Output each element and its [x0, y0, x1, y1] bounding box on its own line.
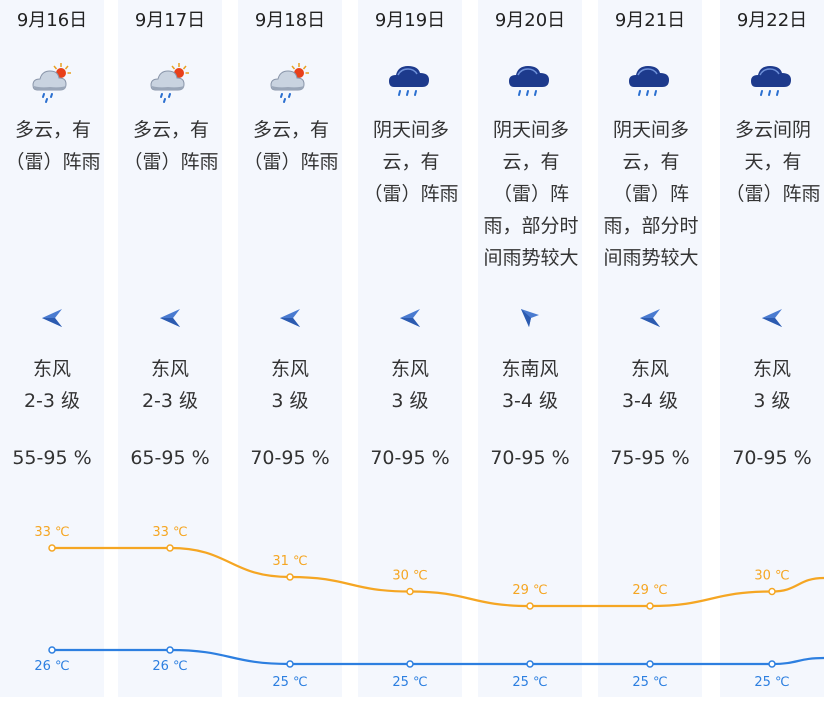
weather-description: 多云，有（雷）阵雨 — [123, 119, 219, 173]
wind-level: 2-3 级 — [23, 390, 81, 412]
day-column: 9月18日 多云，有（雷）阵雨 东风 3 级 70-95 % — [238, 0, 342, 697]
wind-direction: 东风 — [32, 358, 71, 380]
dark-cloud-rain-icon — [750, 60, 796, 106]
wind-direction: 东南风 — [501, 358, 559, 380]
arrow-left-icon — [278, 306, 302, 330]
humidity: 55-95 % — [12, 447, 92, 469]
day-column: 9月22日 多云间阴天，有（雷）阵雨 东风 3 级 70-95 % — [720, 0, 824, 697]
arrow-left-icon — [398, 306, 422, 330]
wind-direction: 东风 — [150, 358, 189, 380]
wind-level: 3 级 — [271, 390, 309, 412]
day-date: 9月19日 — [374, 10, 446, 31]
day-column: 9月16日 多云，有（雷）阵雨 东风 2-3 级 55-95 % — [0, 0, 104, 697]
weather-description: 多云，有（雷）阵雨 — [5, 119, 101, 173]
weather-description: 阴天间多云，有（雷）阵雨，部分时间雨势较大 — [603, 119, 699, 269]
dark-cloud-rain-icon — [388, 60, 434, 106]
wind-level: 3-4 级 — [501, 390, 559, 412]
arrow-left-icon — [638, 306, 662, 330]
day-date: 9月16日 — [16, 10, 88, 31]
day-column: 9月17日 多云，有（雷）阵雨 东风 2-3 级 65-95 % — [118, 0, 222, 697]
arrow-left-icon — [760, 306, 784, 330]
day-date: 9月18日 — [254, 10, 326, 31]
humidity: 70-95 % — [490, 447, 570, 469]
humidity: 75-95 % — [610, 447, 690, 469]
humidity: 65-95 % — [130, 447, 210, 469]
arrow-left-icon — [40, 306, 64, 330]
dark-cloud-rain-icon — [508, 60, 554, 106]
weather-description: 阴天间多云，有（雷）阵雨，部分时间雨势较大 — [483, 119, 579, 269]
wind-direction: 东风 — [390, 358, 429, 380]
wind-direction: 东风 — [752, 358, 791, 380]
weather-description: 多云间阴天，有（雷）阵雨 — [725, 119, 821, 205]
day-date: 9月21日 — [614, 10, 686, 31]
humidity: 70-95 % — [732, 447, 812, 469]
day-column: 9月19日 阴天间多云，有（雷）阵雨 东风 3 级 70-95 % — [358, 0, 462, 697]
wind-direction: 东风 — [270, 358, 309, 380]
day-column: 9月20日 阴天间多云，有（雷）阵雨，部分时间雨势较大 东南风 3-4 级 70… — [478, 0, 582, 697]
arrow-up-left-icon — [518, 306, 542, 330]
wind-level: 2-3 级 — [141, 390, 199, 412]
day-column: 9月21日 阴天间多云，有（雷）阵雨，部分时间雨势较大 东风 3-4 级 75-… — [598, 0, 702, 697]
wind-level: 3 级 — [391, 390, 429, 412]
day-date: 9月20日 — [494, 10, 566, 31]
weather-description: 阴天间多云，有（雷）阵雨 — [363, 119, 459, 205]
day-date: 9月22日 — [736, 10, 808, 31]
dark-cloud-rain-icon — [628, 60, 674, 106]
partly-cloudy-thunder-rain-icon — [30, 60, 76, 106]
wind-level: 3-4 级 — [621, 390, 679, 412]
partly-cloudy-thunder-rain-icon — [268, 60, 314, 106]
humidity: 70-95 % — [370, 447, 450, 469]
partly-cloudy-thunder-rain-icon — [148, 60, 194, 106]
humidity: 70-95 % — [250, 447, 330, 469]
wind-level: 3 级 — [753, 390, 791, 412]
arrow-left-icon — [158, 306, 182, 330]
weather-description: 多云，有（雷）阵雨 — [243, 119, 339, 173]
day-date: 9月17日 — [134, 10, 206, 31]
wind-direction: 东风 — [630, 358, 669, 380]
